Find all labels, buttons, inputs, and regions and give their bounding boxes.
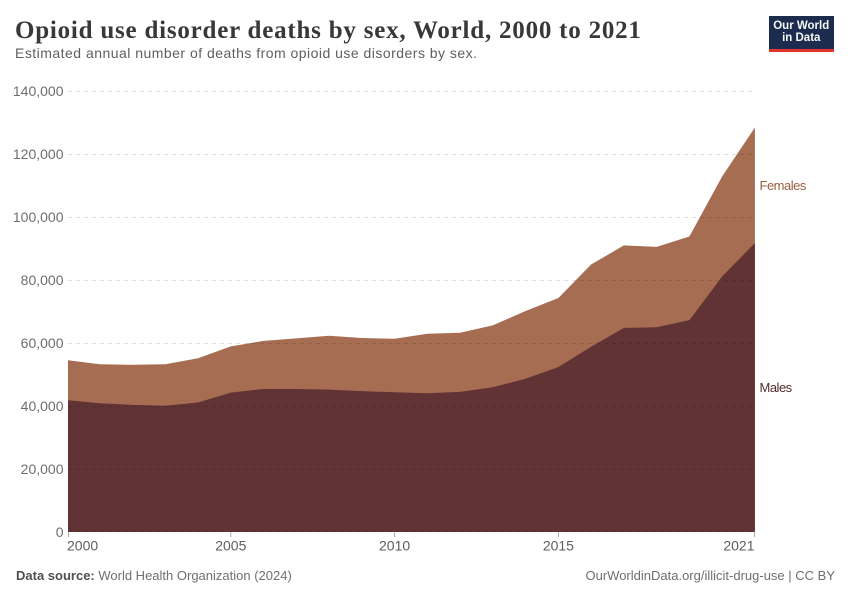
svg-text:2015: 2015 [543,538,574,554]
svg-text:60,000: 60,000 [21,335,64,351]
svg-text:100,000: 100,000 [13,209,64,225]
svg-text:80,000: 80,000 [21,272,64,288]
svg-text:20,000: 20,000 [21,461,64,477]
svg-text:0: 0 [56,524,64,540]
svg-text:140,000: 140,000 [13,83,64,99]
svg-text:120,000: 120,000 [13,146,64,162]
svg-text:2005: 2005 [215,538,246,554]
svg-text:2010: 2010 [379,538,410,554]
svg-text:40,000: 40,000 [21,398,64,414]
svg-text:Females: Females [760,178,807,193]
svg-text:2000: 2000 [67,538,98,554]
svg-text:2021: 2021 [723,538,754,554]
svg-text:Males: Males [760,380,793,395]
